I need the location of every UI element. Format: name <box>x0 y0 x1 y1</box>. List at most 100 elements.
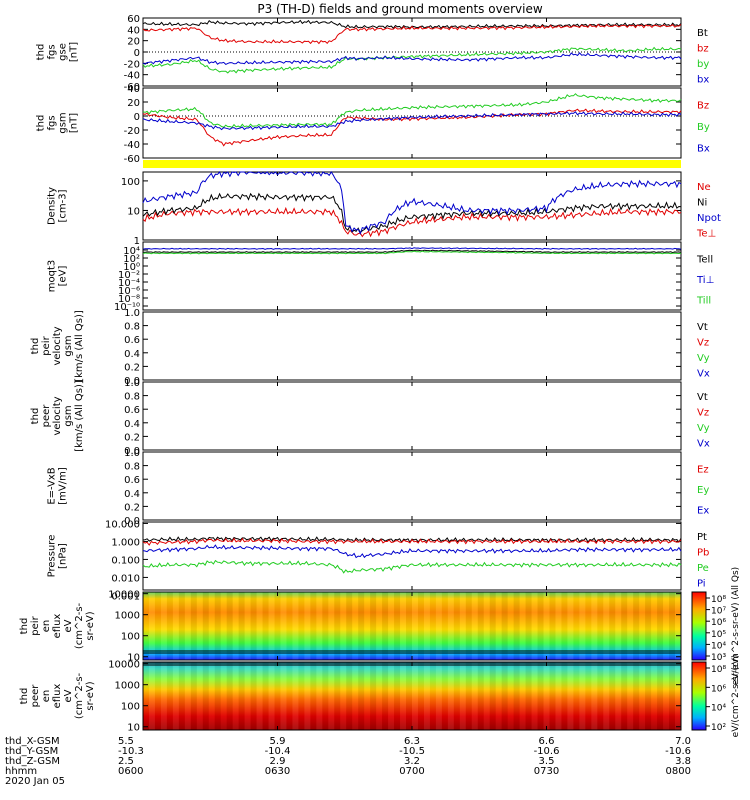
y-tick-label: 0.0 <box>124 376 140 387</box>
y-axis-label: (cm^2-s- <box>74 672 85 719</box>
spectrogram-strip <box>621 592 628 660</box>
spectrogram-strip <box>483 592 490 660</box>
spectrogram-strip <box>627 662 634 730</box>
y-axis-label: peir <box>30 615 41 635</box>
y-tick-label: -60 <box>124 154 140 165</box>
spectrogram-strip <box>519 592 526 660</box>
spectrogram-strip <box>394 592 401 660</box>
spectrogram-strip <box>268 662 275 730</box>
y-tick-label: 0.8 <box>124 462 140 473</box>
x-axis-value: 0730 <box>534 766 559 777</box>
spectrogram-strip <box>441 662 448 730</box>
spectrogram-strip <box>262 592 269 660</box>
y-axis-label: eflux <box>52 684 63 709</box>
y-tick-label: 0.0 <box>124 446 140 457</box>
spectrogram-strip <box>172 592 179 660</box>
spectrogram-strip <box>154 592 161 660</box>
y-tick-label: 10⁻¹⁰ <box>114 302 140 313</box>
spectrogram-strip <box>256 592 263 660</box>
spectrogram-strip <box>143 592 149 660</box>
y-tick-label: 10² <box>123 254 140 265</box>
legend-Bx: Bx <box>697 143 710 154</box>
x-axis-value: -10.4 <box>265 746 291 757</box>
spectrogram-strip <box>358 662 365 730</box>
legend-Ey: Ey <box>697 485 709 496</box>
spectrogram-strip <box>609 592 616 660</box>
y-axis-label: [cm-3] <box>58 189 69 222</box>
y-tick-label: 20 <box>127 98 140 109</box>
y-axis-label: [nT] <box>69 42 80 62</box>
spectrogram-strip <box>417 662 424 730</box>
spectrogram-strip <box>549 662 556 730</box>
spectrogram-strip <box>388 662 395 730</box>
y-tick-label: 10 <box>127 653 140 664</box>
x-axis-value: 0800 <box>666 766 691 777</box>
spectrogram-strip <box>669 662 676 730</box>
spectrogram-strip <box>364 592 370 660</box>
panel-density: 100 10 1 Density [cm-3] Ne Ni Npot Te⊥ <box>47 171 721 247</box>
spectrogram-strip <box>501 592 508 660</box>
spectrogram-strip <box>166 592 173 660</box>
y-tick-label: 10.000 <box>105 519 140 530</box>
y-axis-label: Pressure <box>47 535 58 578</box>
spectrogram-strip <box>459 662 466 730</box>
spectrogram-strip <box>412 662 418 730</box>
x-axis-value: 3.2 <box>404 756 420 767</box>
y-tick-label: 1.0 <box>124 378 140 389</box>
x-axis-value: 6.3 <box>404 736 420 747</box>
colorbar-unit: eV/(cm^2-s-sr-eV) <box>731 655 741 738</box>
y-tick-label: 0.2 <box>124 362 140 373</box>
spectrogram-strip <box>423 662 430 730</box>
spectrogram-strip <box>209 662 215 730</box>
legend-Vx: Vx <box>697 438 710 449</box>
spectrogram-strip <box>256 662 263 730</box>
series-line-Ti⊥ <box>142 247 682 250</box>
spectrogram-strip <box>519 662 526 730</box>
y-axis-label: gsm <box>63 405 74 426</box>
series-line-bz <box>142 23 682 45</box>
spectrogram-strip <box>346 662 353 730</box>
colorbar-tick-label: 10⁸ <box>711 595 726 605</box>
legend-Vz: Vz <box>697 337 709 348</box>
legend-Tell: Tell <box>696 254 713 265</box>
spectrogram-strip <box>430 662 436 730</box>
spectrogram-strip <box>645 662 652 730</box>
spectrogram-strip <box>430 592 436 660</box>
spectrogram-strip <box>543 592 550 660</box>
x-axis-row-label: thd_X-GSM <box>5 736 60 747</box>
y-tick-label: 100 <box>121 702 140 713</box>
legend-Pi: Pi <box>697 578 706 589</box>
spectrogram-strip <box>669 592 676 660</box>
spectrogram-strip <box>537 592 544 660</box>
legend-bz: bz <box>697 43 709 54</box>
spectrogram-strip <box>591 662 598 730</box>
spectrogram-strip <box>579 662 586 730</box>
spectrogram-strip <box>221 662 227 730</box>
colorbar-tick-label: 10² <box>711 723 726 733</box>
y-tick-label: 0.8 <box>124 392 140 403</box>
spectrogram-strip <box>489 592 496 660</box>
legend-by: by <box>697 59 709 70</box>
y-tick-label: 40 <box>127 84 140 95</box>
spectrogram-strip <box>322 592 329 660</box>
y-tick-label: 0.8 <box>124 322 140 333</box>
legend-Npot: Npot <box>697 213 721 224</box>
series-line-by <box>142 46 682 74</box>
colorbar-tick-label: 10³ <box>711 653 726 663</box>
spectrogram-strip <box>370 662 377 730</box>
spectrogram-strip <box>579 592 586 660</box>
series-line-Npot <box>142 171 682 236</box>
y-tick-label: 0.2 <box>124 432 140 443</box>
colorbar-unit: eV/(cm^2-s-sr-eV) (All Qs) <box>731 567 741 685</box>
spectrogram-peer_spec <box>143 662 681 730</box>
y-axis-label: eV <box>63 619 74 632</box>
spectrogram-strip <box>286 662 292 730</box>
spectrogram-strip <box>573 592 579 660</box>
x-axis-row-label: hhmm <box>5 766 37 777</box>
y-tick-label: 0.0 <box>124 516 140 527</box>
spectrogram-strip <box>417 592 424 660</box>
spectrogram-strip <box>531 592 538 660</box>
spectrogram-strip <box>274 592 281 660</box>
